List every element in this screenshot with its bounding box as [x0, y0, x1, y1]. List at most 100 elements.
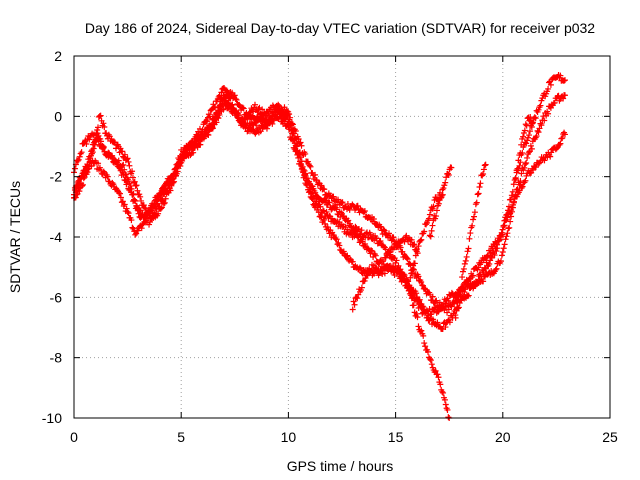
data-point: [473, 281, 480, 288]
data-point: [135, 227, 142, 234]
y-tick-label: 0: [54, 108, 62, 124]
data-point: [197, 141, 204, 148]
data-point: [354, 234, 361, 241]
data-point: [336, 242, 343, 249]
data-point: [307, 186, 314, 193]
data-point: [73, 182, 80, 189]
data-point: [379, 271, 386, 278]
data-point: [326, 230, 333, 237]
data-point: [308, 190, 315, 197]
data-point: [535, 106, 542, 113]
x-tick-label: 5: [177, 429, 185, 445]
data-point: [459, 268, 466, 275]
data-point: [239, 104, 246, 111]
data-point: [527, 114, 534, 121]
grid-layer: [74, 56, 610, 418]
data-point: [307, 163, 314, 170]
y-tick-label: -8: [50, 350, 63, 366]
data-point: [407, 261, 414, 268]
data-point: [523, 122, 530, 129]
data-point: [360, 209, 367, 216]
data-point: [420, 332, 427, 339]
data-point: [235, 112, 242, 119]
data-point: [418, 236, 425, 243]
series-5: [426, 164, 455, 240]
data-point: [433, 213, 440, 220]
data-point: [469, 222, 476, 229]
data-point: [91, 141, 98, 148]
data-point: [231, 92, 238, 99]
data-point: [471, 213, 478, 220]
data-point: [161, 199, 168, 206]
data-point: [71, 165, 78, 172]
data-point: [180, 149, 187, 156]
data-point: [132, 231, 139, 238]
data-point: [304, 178, 311, 185]
data-point: [439, 191, 446, 198]
data-point: [470, 285, 477, 292]
data-point: [404, 256, 411, 263]
data-point: [213, 119, 220, 126]
data-point: [120, 171, 127, 178]
data-point: [100, 120, 107, 127]
data-point: [373, 235, 380, 242]
data-point: [390, 234, 397, 241]
data-point: [495, 238, 502, 245]
data-point: [488, 254, 495, 261]
data-point: [127, 185, 134, 192]
data-point: [452, 314, 459, 321]
data-point: [441, 396, 448, 403]
data-point: [100, 144, 107, 151]
data-point: [437, 381, 444, 388]
data-point: [129, 191, 136, 198]
data-point: [171, 178, 178, 185]
data-point: [421, 228, 428, 235]
data-point: [462, 257, 469, 264]
data-point: [493, 248, 500, 255]
data-point: [547, 153, 554, 160]
data-point: [467, 230, 474, 237]
data-point: [429, 316, 436, 323]
data-point: [464, 248, 471, 255]
data-point: [128, 217, 135, 224]
data-point: [124, 208, 131, 215]
data-point: [435, 374, 442, 381]
data-point: [533, 133, 540, 140]
data-point: [322, 220, 329, 227]
data-point: [486, 261, 493, 268]
data-point: [412, 294, 419, 301]
data-point: [119, 148, 126, 155]
data-point: [403, 255, 410, 262]
data-point: [448, 164, 455, 171]
data-point: [557, 140, 564, 147]
data-point: [499, 231, 506, 238]
data-point: [517, 150, 524, 157]
data-point: [475, 264, 482, 271]
data-point: [425, 215, 432, 222]
data-point: [557, 72, 564, 79]
data-point: [93, 129, 100, 136]
data-point: [379, 258, 386, 265]
data-point: [524, 154, 531, 161]
data-point: [523, 140, 530, 147]
data-point: [217, 107, 224, 114]
data-point: [95, 138, 102, 145]
data-point: [536, 125, 543, 132]
data-point: [434, 196, 441, 203]
data-point: [424, 348, 431, 355]
series-6: [452, 161, 489, 321]
data-point: [432, 367, 439, 374]
data-point: [440, 389, 447, 396]
data-point: [349, 258, 356, 265]
data-point: [526, 132, 533, 139]
data-point: [426, 211, 433, 218]
chart-title: Day 186 of 2024, Sidereal Day-to-day VTE…: [85, 20, 595, 36]
data-point: [411, 266, 418, 273]
data-point: [134, 207, 141, 214]
data-point: [108, 152, 115, 159]
data-point: [388, 237, 395, 244]
data-point: [457, 292, 464, 299]
data-point: [476, 183, 483, 190]
data-point: [85, 163, 92, 170]
data-point: [358, 284, 365, 291]
